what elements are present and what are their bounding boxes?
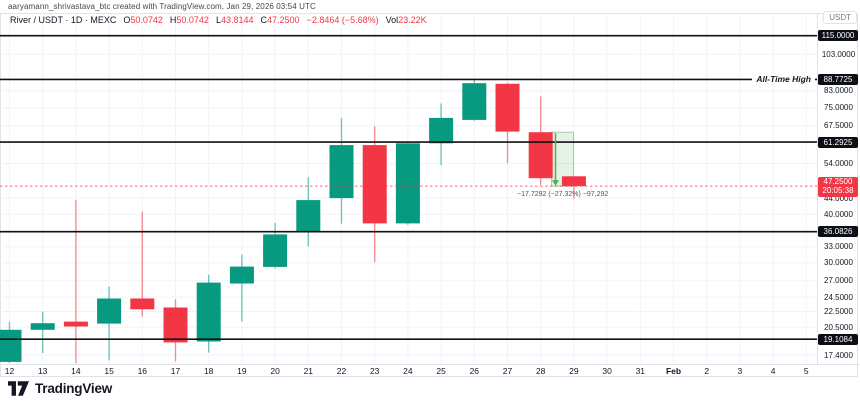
price-level-badge: 36.0826	[818, 226, 858, 238]
time-axis-label: 17	[170, 366, 181, 376]
price-axis-label: 27.0000	[824, 276, 853, 286]
ohlc-high: H50.0742	[169, 15, 209, 25]
tradingview-logo-icon	[8, 381, 29, 396]
time-axis-label: 26	[469, 366, 480, 376]
time-axis-label: 5	[803, 366, 809, 376]
time-axis-label: 28	[535, 366, 546, 376]
price-axis-label: 75.0000	[824, 103, 853, 113]
candle-Jan-15	[97, 286, 122, 361]
tradingview-logo-text: TradingView	[35, 381, 113, 396]
candle-Jan-28	[528, 96, 553, 185]
price-axis-label: 17.4000	[824, 350, 853, 360]
price-axis-label: 83.0000	[824, 86, 853, 96]
price-axis-label: 67.5000	[824, 121, 853, 131]
candle-Jan-16	[130, 211, 155, 317]
price-level-badge: 115.0000	[818, 30, 858, 42]
all-time-high-label[interactable]: All-Time High	[752, 74, 815, 84]
price-axis-label: 103.0000	[821, 49, 856, 59]
price-level-badge: 88.7725	[818, 73, 858, 85]
time-axis-label: 15	[104, 366, 114, 376]
candle-Jan-25	[429, 103, 454, 166]
candle-Jan-27	[495, 82, 520, 164]
price-axis-label: 22.5000	[824, 307, 853, 316]
candle-Jan-24	[395, 142, 420, 225]
price-level-badge: 19.1084	[818, 333, 858, 345]
price-level-badge: 61.2925	[818, 136, 858, 148]
time-axis-label: Feb	[665, 366, 682, 376]
candle-Jan-23	[362, 126, 387, 263]
candle-Jan-14	[63, 199, 88, 363]
time-axis-label: 16	[137, 366, 148, 376]
ohlc-open: O50.0742	[123, 15, 163, 25]
ohlc-close: C47.2500	[260, 15, 300, 25]
measure-arrowhead	[552, 180, 559, 186]
current-price-badge: 47.2500 20:05:38	[818, 176, 858, 197]
time-axis-separator	[0, 364, 860, 365]
price-axis-label: 40.0000	[824, 209, 853, 219]
price-axis-label: 44.0000	[824, 193, 853, 203]
time-axis-label: 22	[336, 366, 347, 376]
candle-Jan-21	[296, 177, 321, 247]
attribution-text: aaryamann_shrivastava_btc created with T…	[8, 2, 316, 11]
measure-tool-label[interactable]: −17.7292 (−27.32%) −97,292	[517, 191, 609, 198]
candle-Jan-26	[462, 79, 487, 121]
time-axis-label: 23	[369, 366, 380, 376]
candle-Jan-13	[30, 311, 55, 354]
time-axis-label: 18	[203, 366, 214, 376]
time-axis-label: 14	[71, 366, 81, 376]
time-axis-label: 2	[704, 366, 710, 376]
volume: Vol23.22K	[385, 15, 427, 25]
time-axis-label: 19	[237, 366, 247, 376]
price-axis-label: 24.5000	[824, 292, 853, 302]
time-axis-label: 30	[602, 366, 612, 376]
symbol-legend: River / USDT · 1D · MEXC O50.0742 H50.07…	[10, 15, 427, 25]
time-axis-label: 21	[303, 366, 314, 376]
time-axis-label: 29	[569, 366, 579, 376]
time-axis-label: 25	[436, 366, 446, 376]
candle-Jan-17	[163, 299, 188, 362]
price-axis-label: 33.0000	[824, 242, 853, 252]
time-axis-label: 3	[737, 366, 743, 376]
price-change: −2.8464 (−5.68%)	[306, 15, 379, 25]
candles	[0, 79, 586, 363]
currency-label[interactable]: USDT	[823, 11, 857, 24]
candle-Jan-18	[196, 274, 221, 353]
price-axis-label: 54.0000	[824, 159, 853, 168]
price-axis-separator	[817, 13, 818, 365]
time-axis-label: 12	[4, 366, 15, 376]
ohlc-low: L43.8144	[215, 15, 254, 25]
time-axis-label: 27	[502, 366, 513, 376]
candle-Jan-19	[229, 254, 254, 322]
time-axis-label: 31	[635, 366, 646, 376]
time-axis-label: 4	[770, 366, 776, 376]
price-axis-label: 20.5000	[824, 322, 853, 332]
candle-Jan-20	[263, 222, 288, 269]
time-axis-label: 13	[37, 366, 48, 376]
candle-Jan-12	[0, 321, 22, 363]
tradingview-logo[interactable]: TradingView	[8, 381, 112, 396]
price-axis-label: 30.0000	[824, 258, 853, 268]
candle-Jan-29	[561, 176, 586, 199]
candle-Jan-22	[329, 117, 354, 224]
time-axis-label: 24	[403, 366, 413, 376]
symbol-title[interactable]: River / USDT · 1D · MEXC	[10, 15, 117, 25]
time-axis-label: 20	[270, 366, 280, 376]
